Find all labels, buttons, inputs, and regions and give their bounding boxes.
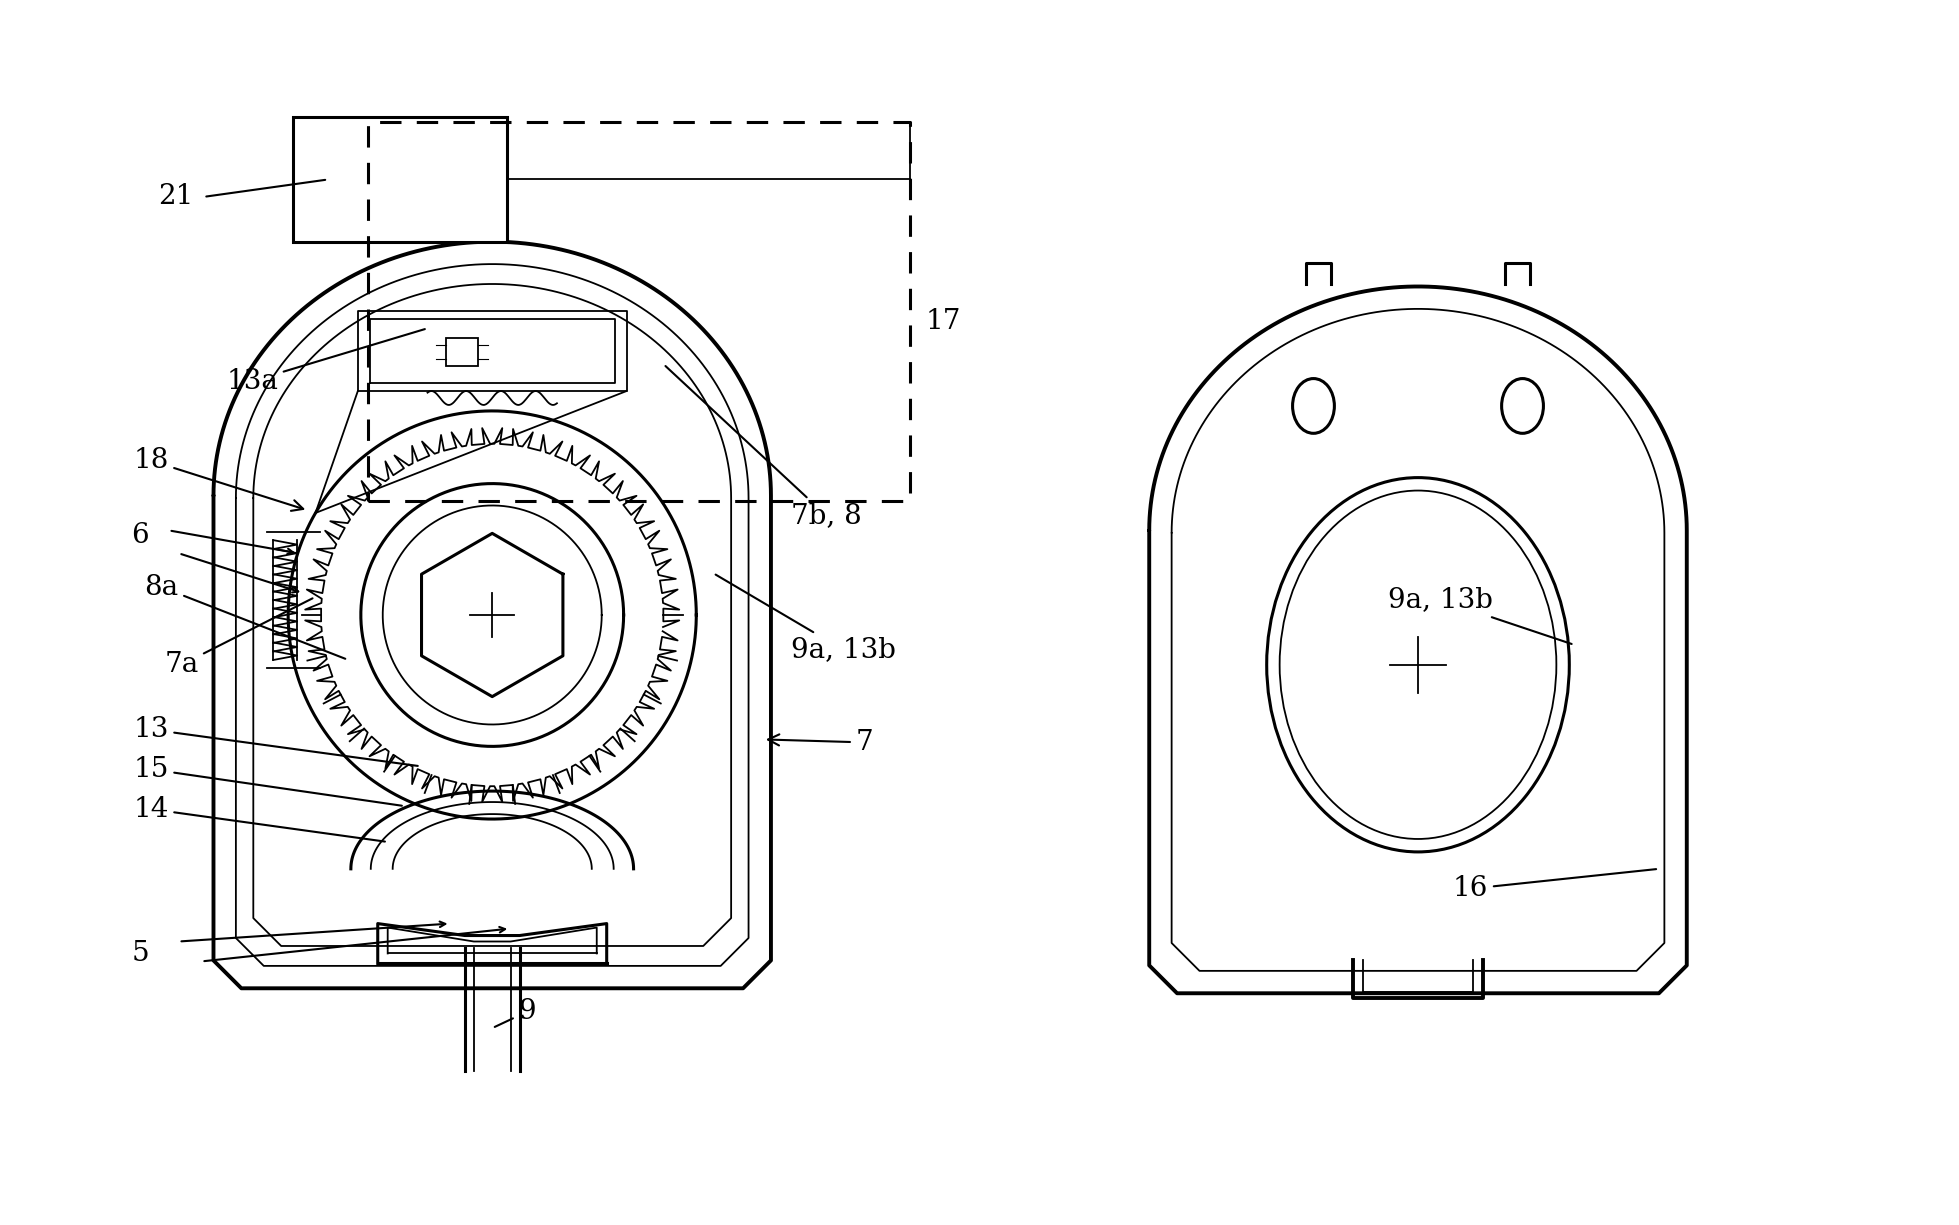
Ellipse shape (1503, 379, 1544, 434)
Text: 18: 18 (133, 447, 304, 511)
Text: 13a: 13a (227, 330, 425, 394)
Text: 15: 15 (133, 756, 402, 806)
Text: 9: 9 (496, 998, 537, 1027)
Text: 7: 7 (768, 729, 874, 756)
Ellipse shape (1293, 379, 1334, 434)
Ellipse shape (1267, 478, 1569, 851)
Text: 8a: 8a (145, 573, 345, 659)
Text: 16: 16 (1454, 869, 1655, 903)
Text: 6: 6 (131, 522, 149, 549)
Text: 9a, 13b: 9a, 13b (1389, 587, 1571, 644)
Text: 13: 13 (133, 715, 417, 766)
Text: 14: 14 (133, 795, 386, 842)
Text: 21: 21 (159, 184, 194, 211)
Text: 5: 5 (131, 940, 149, 967)
Bar (294, 118, 507, 241)
Ellipse shape (1279, 490, 1555, 839)
Text: 9a, 13b: 9a, 13b (715, 575, 895, 663)
Text: 17: 17 (925, 307, 960, 334)
Text: 7b, 8: 7b, 8 (666, 366, 862, 529)
Bar (447, 338, 478, 366)
Text: 7a: 7a (165, 598, 313, 679)
